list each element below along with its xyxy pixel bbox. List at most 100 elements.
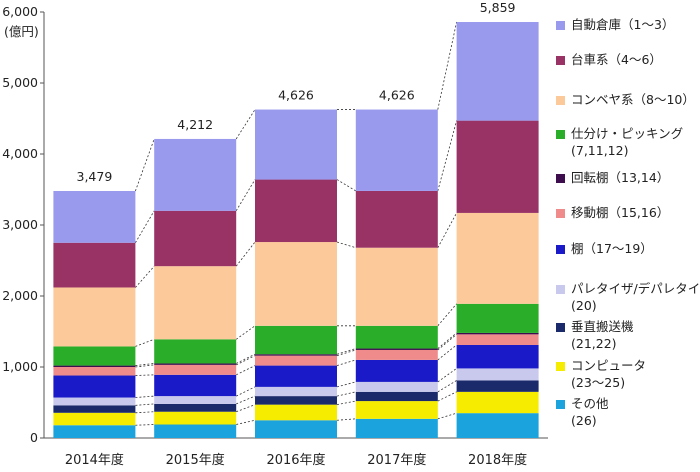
bar-segment — [154, 364, 237, 375]
bar-segment — [154, 266, 237, 340]
bar-segment — [255, 396, 337, 405]
legend-swatch — [556, 96, 565, 105]
connector-line — [437, 21, 457, 110]
x-tick-label: 2018年度 — [468, 452, 527, 468]
legend-label: 棚（17～19） — [571, 241, 653, 256]
bar-segment — [355, 247, 438, 326]
total-label: 5,859 — [480, 0, 516, 15]
legend-label: コンピュータ — [571, 358, 647, 373]
bar-segment — [53, 405, 136, 413]
connector-line — [236, 353, 256, 364]
bar-segment — [255, 109, 337, 180]
bar-segment — [456, 120, 539, 213]
legend-label: 自動倉庫（1～3） — [571, 17, 675, 32]
connector-line — [336, 359, 356, 366]
connector-line — [336, 348, 356, 355]
bar-segment — [355, 418, 438, 438]
bar-segment — [53, 397, 136, 406]
connector-line — [135, 138, 155, 192]
bar-segment — [456, 303, 539, 333]
bar-segment — [355, 391, 438, 402]
connector-line — [135, 411, 155, 414]
bar-segment — [53, 425, 136, 438]
bar-segment — [355, 109, 438, 191]
bar-segment — [255, 354, 337, 356]
connector-line — [135, 363, 155, 366]
bar-segment — [154, 363, 237, 365]
connector-line — [236, 419, 256, 425]
connector-line — [336, 241, 356, 249]
bar-segment — [355, 348, 438, 350]
bar-segment — [154, 339, 237, 364]
bar-segment — [355, 401, 438, 419]
connector-line — [336, 349, 356, 357]
connector-line — [336, 418, 356, 421]
bar-segment — [255, 404, 337, 421]
bar-segment — [355, 190, 438, 248]
bar-segment — [456, 22, 539, 121]
connector-line — [135, 424, 155, 426]
connector-line — [135, 395, 155, 398]
connector-line — [236, 395, 256, 405]
legend-label: 回転棚（13,14） — [571, 170, 670, 185]
connector-line — [437, 412, 457, 420]
bar-segment — [53, 190, 136, 243]
legend-swatch — [556, 174, 565, 183]
connector-line — [437, 391, 457, 402]
legend-swatch — [556, 245, 565, 254]
bar-segment — [255, 365, 337, 387]
legend-label: パレタイザ/デパレタイザ — [571, 281, 700, 296]
bar-segment — [456, 413, 539, 438]
connector-line — [135, 338, 155, 347]
connector-line — [437, 332, 457, 349]
y-axis-label: (億円) — [4, 24, 39, 39]
connector-line — [437, 120, 457, 192]
bar-segment — [456, 332, 539, 335]
y-tick-label: 1,000 — [2, 359, 38, 374]
total-label: 4,626 — [278, 88, 314, 103]
bar-segment — [456, 334, 539, 345]
y-tick-label: 2,000 — [2, 288, 38, 303]
legend-swatch — [556, 400, 565, 409]
connector-line — [235, 325, 256, 340]
connector-line — [135, 265, 155, 288]
legend-label: 台車系（4～6） — [571, 52, 662, 67]
legend-label: コンベヤ系（8～10） — [571, 92, 695, 107]
y-tick-label: 3,000 — [2, 217, 38, 232]
legend-label-sub: (20) — [571, 298, 597, 313]
bar-segment — [53, 346, 136, 366]
y-tick-label: 4,000 — [2, 146, 38, 161]
bar-segment — [53, 375, 136, 398]
bar-segment — [456, 212, 539, 304]
legend-swatch — [556, 21, 565, 30]
bar-segment — [255, 386, 337, 397]
connector-line — [236, 386, 256, 397]
bar-segment — [355, 381, 438, 392]
bar-segment — [456, 344, 539, 369]
total-label: 4,212 — [177, 117, 213, 132]
bar-segment — [154, 424, 237, 438]
connector-line — [437, 212, 457, 248]
legend-label: 垂直搬送機 — [571, 319, 634, 334]
legend-label-sub: (21,22) — [571, 336, 617, 351]
legend-label: 移動棚（15,16） — [571, 205, 670, 220]
legend-swatch — [556, 56, 565, 65]
legend-swatch — [556, 130, 565, 139]
x-tick-label: 2014年度 — [65, 452, 124, 468]
bar-segment — [154, 403, 237, 412]
connector-line — [336, 400, 356, 406]
x-tick-label: 2017年度 — [367, 452, 426, 468]
connector-line — [336, 179, 357, 192]
connector-line — [236, 355, 256, 366]
legend-label: その他 — [571, 396, 609, 411]
bar-segment — [456, 391, 539, 414]
connector-line — [437, 303, 457, 327]
connector-line — [135, 364, 155, 368]
connector-line — [236, 365, 256, 376]
bar-segment — [53, 412, 136, 426]
x-tick-label: 2015年度 — [166, 452, 225, 468]
bar-segment — [53, 287, 136, 347]
bar-segment — [53, 242, 136, 288]
connector-line — [336, 381, 356, 388]
